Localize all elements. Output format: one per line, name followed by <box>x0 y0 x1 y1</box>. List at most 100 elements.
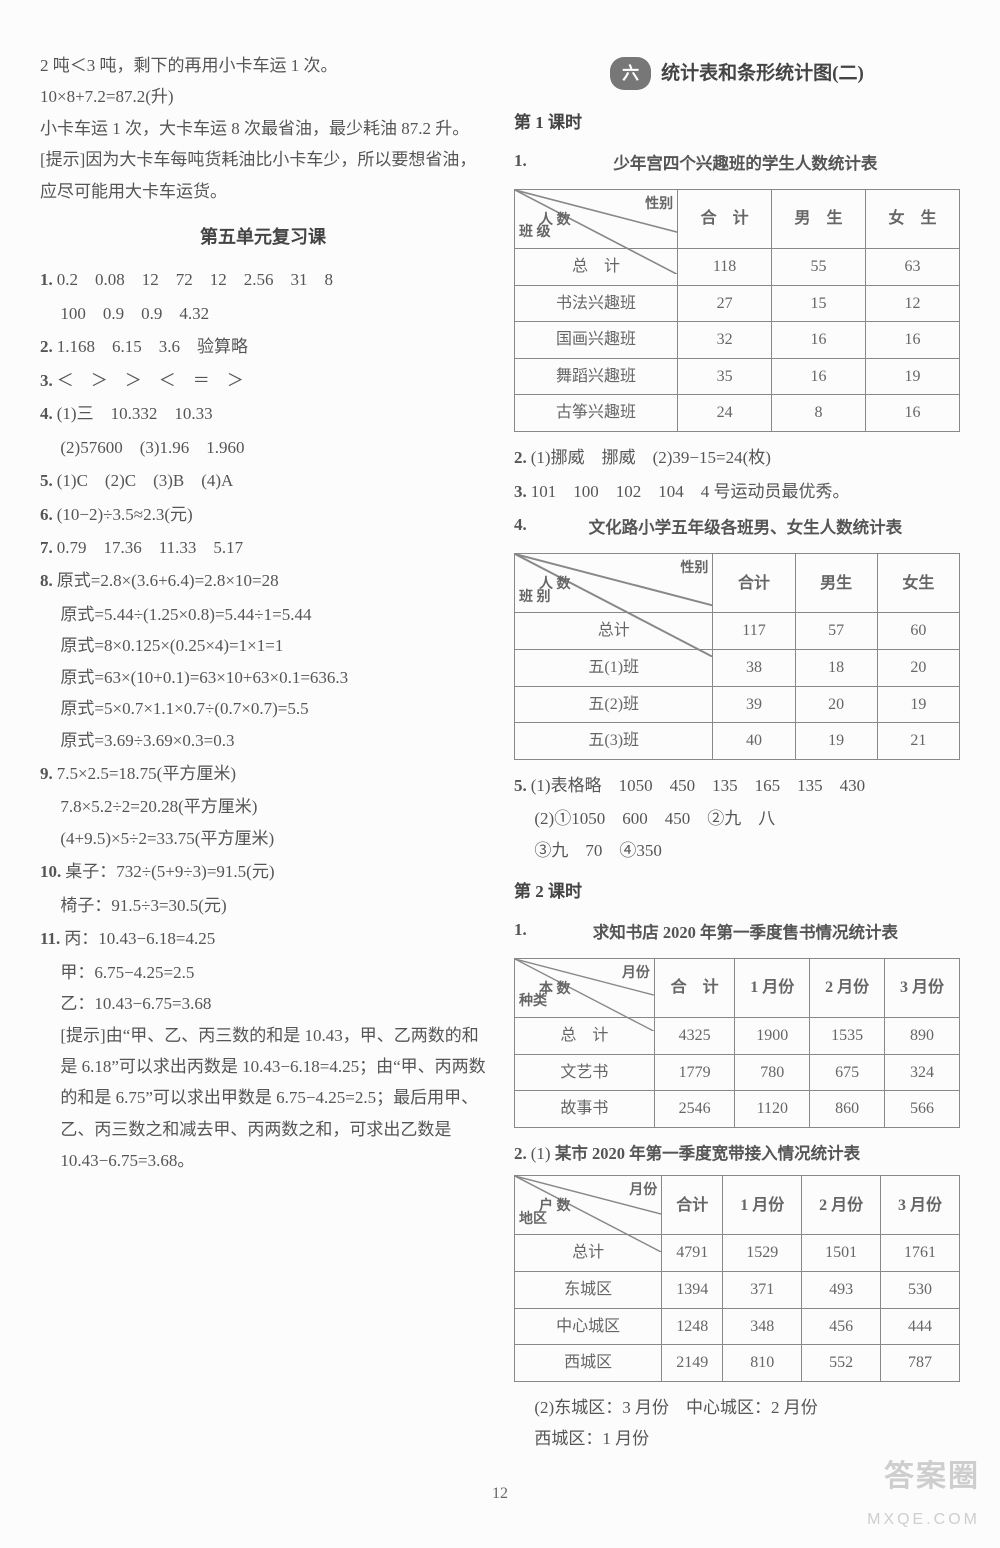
table-cell: 15 <box>772 285 866 322</box>
answer-text: 原式=5.44÷(1.25×0.8)=5.44÷1=5.44 <box>40 599 486 630</box>
table-cell: 566 <box>885 1091 960 1128</box>
table-col-header: 3 月份 <box>885 959 960 1018</box>
answer-text: 1.168 6.15 3.6 验算略 <box>57 331 486 362</box>
table-cell: 117 <box>713 613 795 650</box>
table-cell: 552 <box>802 1345 881 1382</box>
table-row: 东城区1394371493530 <box>515 1271 960 1308</box>
sub-label: (1) <box>531 1144 551 1163</box>
table-cell: 890 <box>885 1018 960 1055</box>
answer-text: 原式=5×0.7×1.1×0.7÷(0.7×0.7)=5.5 <box>40 693 486 724</box>
table-row-header: 国画兴趣班 <box>515 322 678 359</box>
answer-text: 7.5×2.5=18.75(平方厘米) <box>57 758 486 789</box>
unit-heading: 六 统计表和条形统计图(二) <box>514 56 960 91</box>
table-cell: 324 <box>885 1054 960 1091</box>
stats-table-1: 性别人 数班 级合 计男 生女 生总 计1185563书法兴趣班271512国画… <box>514 189 960 432</box>
table-cell: 1779 <box>654 1054 735 1091</box>
item-number: 1. <box>514 914 527 953</box>
table-col-header: 男生 <box>795 554 877 613</box>
table-cell: 19 <box>795 723 877 760</box>
answer-text: (2)57600 (3)1.96 1.960 <box>40 432 486 463</box>
item-number: 8. <box>40 565 53 596</box>
table-col-header: 3 月份 <box>881 1176 960 1235</box>
table-cell: 860 <box>810 1091 885 1128</box>
table-cell: 35 <box>678 358 772 395</box>
table-col-header: 2 月份 <box>810 959 885 1018</box>
table-cell: 675 <box>810 1054 885 1091</box>
table-row: 书法兴趣班271512 <box>515 285 960 322</box>
table-diag-header: 性别人 数班 级 <box>515 190 678 249</box>
watermark: 答案圈 MXQE.COM <box>867 1449 980 1534</box>
table-col-header: 合计 <box>713 554 795 613</box>
table-cell: 118 <box>678 249 772 286</box>
answer-text: 7.8×5.2÷2=20.28(平方厘米) <box>40 791 486 822</box>
answer-text: (1)C (2)C (3)B (4)A <box>57 465 486 496</box>
item-number: 5. <box>514 770 527 801</box>
page-number: 12 <box>40 1479 960 1509</box>
answer-text: (2)东城区：3 月份 中心城区：2 月份 <box>514 1392 960 1423</box>
table-row-header: 书法兴趣班 <box>515 285 678 322</box>
left-column: 2 吨＜3 吨，剩下的再用小卡车运 1 次。 10×8+7.2=87.2(升) … <box>40 50 486 1455</box>
item-number: 5. <box>40 465 53 496</box>
table-cell: 40 <box>713 723 795 760</box>
table-title: 某市 2020 年第一季度宽带接入情况统计表 <box>555 1144 860 1163</box>
table-cell: 1248 <box>662 1308 723 1345</box>
table-cell: 1529 <box>723 1235 802 1272</box>
item-number: 9. <box>40 758 53 789</box>
table-cell: 780 <box>735 1054 810 1091</box>
answer-text: 原式=63×(10+0.1)=63×10+63×0.1=636.3 <box>40 662 486 693</box>
table-cell: 38 <box>713 650 795 687</box>
intro-line: 小卡车运 1 次，大卡车运 8 次最省油，最少耗油 87.2 升。 <box>40 113 486 144</box>
table-row: 文艺书1779780675324 <box>515 1054 960 1091</box>
lesson-heading: 第 1 课时 <box>514 107 960 138</box>
table-cell: 787 <box>881 1345 960 1382</box>
table-cell: 63 <box>866 249 960 286</box>
item-number: 4. <box>514 509 527 548</box>
answer-text: 椅子：91.5÷3=30.5(元) <box>40 890 486 921</box>
item-number: 6. <box>40 499 53 530</box>
item-number: 3. <box>40 365 53 396</box>
table-cell: 348 <box>723 1308 802 1345</box>
table-cell: 16 <box>866 322 960 359</box>
answer-text: 0.2 0.08 12 72 12 2.56 31 8 <box>57 264 486 295</box>
item-number: 2. <box>514 442 527 473</box>
table-row: 中心城区1248348456444 <box>515 1308 960 1345</box>
table-cell: 16 <box>866 395 960 432</box>
answer-text: 原式=3.69÷3.69×0.3=0.3 <box>40 725 486 756</box>
stats-table-6: 月份本 数种类合 计1 月份2 月份3 月份总 计432519001535890… <box>514 958 960 1128</box>
table-cell: 810 <box>723 1345 802 1382</box>
unit-pill: 六 <box>610 57 651 90</box>
table-row-header: 五(2)班 <box>515 686 713 723</box>
table-cell: 4791 <box>662 1235 723 1272</box>
table-cell: 27 <box>678 285 772 322</box>
item-number: 7. <box>40 532 53 563</box>
table-cell: 530 <box>881 1271 960 1308</box>
table-diag-header: 性别人 数班 别 <box>515 554 713 613</box>
table-header-row: 月份本 数种类合 计1 月份2 月份3 月份 <box>515 959 960 1018</box>
table-cell: 18 <box>795 650 877 687</box>
item-number: 2. <box>514 1138 527 1170</box>
answer-text: (2)①1050 600 450 ②九 八 <box>514 803 960 834</box>
intro-line: 2 吨＜3 吨，剩下的再用小卡车运 1 次。 <box>40 50 486 81</box>
answer-text: 原式=2.8×(3.6+6.4)=2.8×10=28 <box>57 565 486 596</box>
item-number: 10. <box>40 856 61 887</box>
table-row-header: 东城区 <box>515 1271 662 1308</box>
answer-text: [提示]由“甲、乙、丙三数的和是 10.43，甲、乙两数的和是 6.18”可以求… <box>40 1020 486 1177</box>
table-diag-header: 月份户 数地区 <box>515 1176 662 1235</box>
item-number: 3. <box>514 476 527 507</box>
table-row: 古筝兴趣班24816 <box>515 395 960 432</box>
table-cell: 456 <box>802 1308 881 1345</box>
table-cell: 8 <box>772 395 866 432</box>
table-row-header: 古筝兴趣班 <box>515 395 678 432</box>
table-header-row: 性别人 数班 别合计男生女生 <box>515 554 960 613</box>
table-cell: 493 <box>802 1271 881 1308</box>
table-header-row: 月份户 数地区合计1 月份2 月份3 月份 <box>515 1176 960 1235</box>
table-row: 舞蹈兴趣班351619 <box>515 358 960 395</box>
answer-text: 丙：10.43−6.18=4.25 <box>64 923 486 954</box>
answer-text: (4+9.5)×5÷2=33.75(平方厘米) <box>40 823 486 854</box>
table-col-header: 2 月份 <box>802 1176 881 1235</box>
review-title: 第五单元复习课 <box>40 221 486 254</box>
table-col-header: 女 生 <box>866 190 960 249</box>
table-col-header: 合 计 <box>678 190 772 249</box>
table-row: 五(3)班401921 <box>515 723 960 760</box>
table-title: 少年宫四个兴趣班的学生人数统计表 <box>531 149 960 180</box>
